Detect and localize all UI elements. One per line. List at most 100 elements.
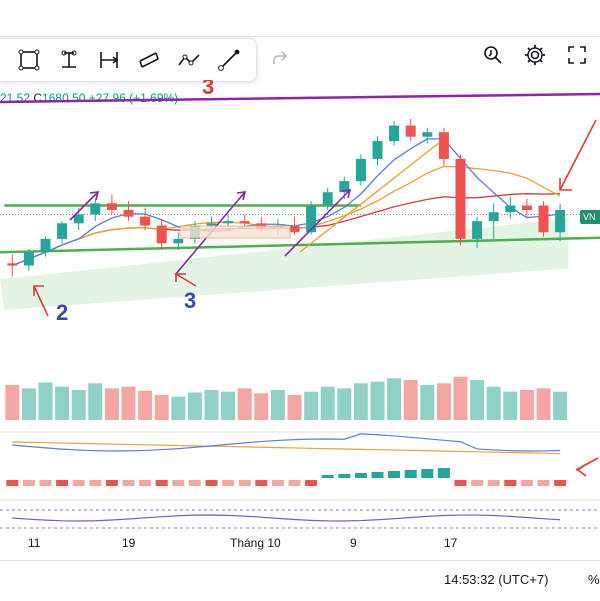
macd-histogram-bar <box>454 480 467 486</box>
candle-body <box>173 238 184 244</box>
candle-body <box>438 132 449 159</box>
volume-bar <box>436 383 451 420</box>
red-arrowhead <box>559 178 572 191</box>
candle-body <box>90 203 101 215</box>
macd-histogram-bar <box>238 480 251 486</box>
anchored-text-icon[interactable] <box>54 45 84 75</box>
volume-bar <box>519 390 534 420</box>
redo-icon[interactable] <box>268 48 292 72</box>
volume-bar <box>470 380 485 420</box>
x-tick: 11 <box>28 536 41 550</box>
candle-body <box>538 205 549 233</box>
clock: 14:53:32 (UTC+7) <box>444 572 549 587</box>
macd-histogram-bar <box>388 471 401 478</box>
macd-histogram-bar <box>205 480 218 486</box>
price-tag: VN <box>580 210 600 224</box>
volume-bar <box>254 393 269 420</box>
candle-body <box>239 221 250 224</box>
volume-bar <box>187 392 202 420</box>
x-tick: Tháng 10 <box>230 536 281 550</box>
red-annotation-arrow <box>33 285 49 317</box>
macd-histogram-bar <box>39 480 52 486</box>
volume-bar <box>420 385 435 420</box>
volume-bar <box>503 391 518 420</box>
macd-histogram-bar <box>404 470 417 478</box>
candle-body <box>372 141 383 159</box>
x-tick: 19 <box>122 536 136 550</box>
rectangle-icon[interactable] <box>14 45 44 75</box>
candle-body <box>23 252 34 266</box>
x-tick: 17 <box>444 536 458 550</box>
macd-histogram-bar <box>504 480 517 486</box>
drawing-toolbar <box>0 38 257 82</box>
volume-bar <box>370 381 385 420</box>
candle-body <box>472 221 483 239</box>
parallel-channel-icon[interactable] <box>134 45 164 75</box>
candle-body <box>289 225 300 233</box>
macd-histogram-bar <box>421 469 434 478</box>
candle-body <box>306 205 317 233</box>
trend-line-icon[interactable] <box>214 45 244 75</box>
x-tick: 9 <box>350 536 357 550</box>
red-annotation-arrow <box>559 119 597 191</box>
macd-line <box>12 433 561 452</box>
volume-bar <box>154 395 169 420</box>
macd-histogram-bar <box>222 480 235 486</box>
status-bar <box>0 560 600 601</box>
macd-histogram-bar <box>105 480 118 486</box>
candle-body <box>555 210 566 233</box>
highlight-box <box>179 225 291 239</box>
path-icon[interactable] <box>174 45 204 75</box>
macd-histogram-bar <box>354 473 367 478</box>
macd-histogram-bar <box>288 480 301 486</box>
volume-bar <box>171 396 186 420</box>
percent-toggle[interactable]: % <box>588 572 600 587</box>
macd-signal-line <box>12 441 561 455</box>
volume-bar <box>121 386 136 420</box>
candle-body <box>422 132 433 137</box>
candle-body <box>156 225 167 244</box>
macd-histogram-bar <box>188 480 201 486</box>
purple-arrowhead <box>341 189 352 199</box>
macd-histogram-bar <box>255 480 268 486</box>
date-range-icon[interactable] <box>94 45 124 75</box>
volume-bar <box>104 388 119 420</box>
rsi-line <box>12 514 561 522</box>
macd-histogram-bar <box>72 480 85 486</box>
macd-histogram-bar <box>155 480 168 486</box>
ma-line-blue <box>12 138 561 267</box>
purple-arrow <box>69 191 99 221</box>
volume-bar <box>320 386 335 420</box>
alert-icon[interactable] <box>478 40 508 70</box>
macd-histogram-bar <box>122 480 135 486</box>
candle-body <box>40 238 51 253</box>
candle-body <box>339 181 350 193</box>
gear-icon[interactable] <box>520 40 550 70</box>
candle-body <box>140 216 151 226</box>
volume-bar <box>88 383 103 420</box>
x-axis: 11 19 Tháng 10 9 17 <box>0 536 600 554</box>
macd-histogram-bar <box>6 480 19 486</box>
volume-bar <box>403 380 418 420</box>
candle-body <box>123 210 134 217</box>
purple-arrowhead <box>236 191 247 201</box>
volume-bar <box>287 395 302 420</box>
volume-bar <box>21 388 36 420</box>
candle-body <box>206 223 217 226</box>
volume-bar <box>453 376 468 420</box>
candle-body <box>106 203 117 210</box>
purple-trend-line <box>0 92 600 104</box>
candle-body <box>223 221 234 224</box>
candle-body <box>521 205 532 210</box>
volume-bar <box>237 388 252 420</box>
fullscreen-icon[interactable] <box>562 40 592 70</box>
annotation-label: 2 <box>56 300 68 325</box>
red-annotation-arrow <box>175 273 197 287</box>
macd-histogram-bar <box>487 480 500 486</box>
volume-bar <box>536 388 551 420</box>
candle-body <box>57 223 68 239</box>
volume-bar <box>553 391 568 420</box>
red-arrowhead <box>33 285 44 296</box>
support-line <box>0 236 600 254</box>
price-chart[interactable]: 2 3 3 <box>0 80 600 540</box>
